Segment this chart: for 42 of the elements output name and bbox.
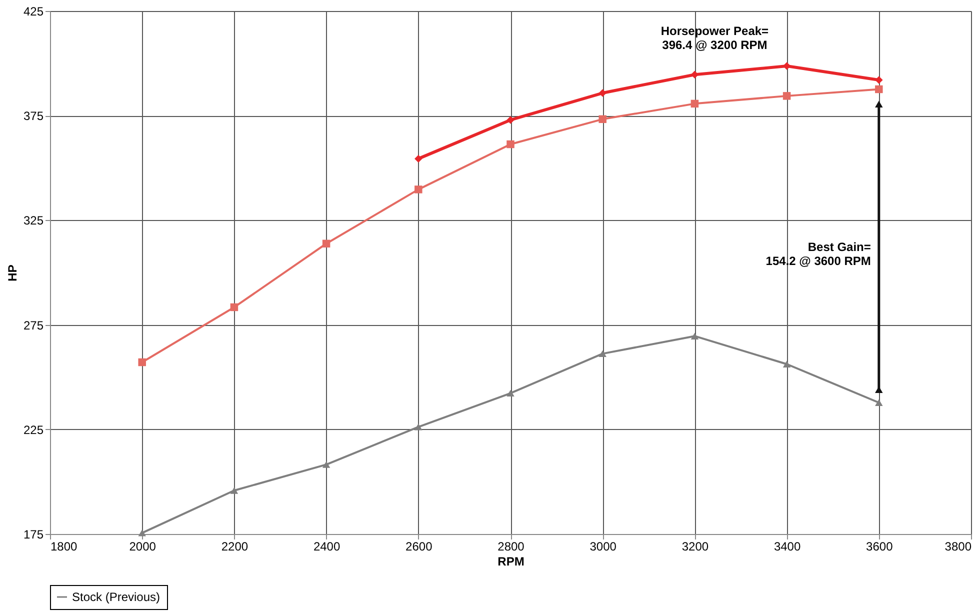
point [875, 85, 883, 94]
point [230, 303, 238, 312]
point [506, 140, 514, 148]
y-axis-title: HP [5, 264, 20, 282]
x-tick-label: 3800 [944, 540, 972, 554]
x-tick-label: 2800 [498, 540, 525, 554]
y-tick-label: 325 [23, 214, 44, 228]
y-tick-label: 425 [23, 4, 44, 18]
x-tick-label: 3600 [866, 540, 894, 554]
point [414, 154, 422, 163]
point [875, 76, 883, 84]
point [138, 530, 146, 536]
x-tick-label: 3000 [590, 540, 617, 554]
point [875, 399, 883, 406]
x-tick-label: 2400 [313, 540, 340, 554]
point [782, 92, 791, 100]
point [598, 89, 606, 97]
x-tick-label: 2600 [406, 540, 433, 554]
point [506, 390, 514, 397]
point [230, 487, 238, 494]
x-tick-label: 3400 [774, 540, 801, 554]
x-tick-label: 1800 [50, 540, 78, 554]
x-tick-label: 2200 [221, 540, 248, 554]
x-axis-title: RPM [498, 554, 524, 568]
y-tick-label: 175 [23, 528, 44, 542]
y-tick-label: 225 [23, 422, 44, 437]
point [782, 360, 791, 368]
x-tick-label: 3200 [682, 540, 709, 554]
point [506, 116, 514, 124]
y-tick-label: 375 [23, 109, 44, 124]
point [690, 100, 699, 108]
point [414, 186, 422, 194]
point [322, 461, 330, 468]
point [690, 332, 699, 340]
y-tick-label: 275 [23, 318, 44, 332]
x-tick-label: 2000 [129, 540, 156, 554]
legend-label: Stock (Previous) [72, 590, 160, 604]
point [598, 115, 606, 124]
point [138, 358, 146, 366]
point [598, 350, 606, 358]
point [322, 240, 330, 248]
point [414, 424, 422, 430]
